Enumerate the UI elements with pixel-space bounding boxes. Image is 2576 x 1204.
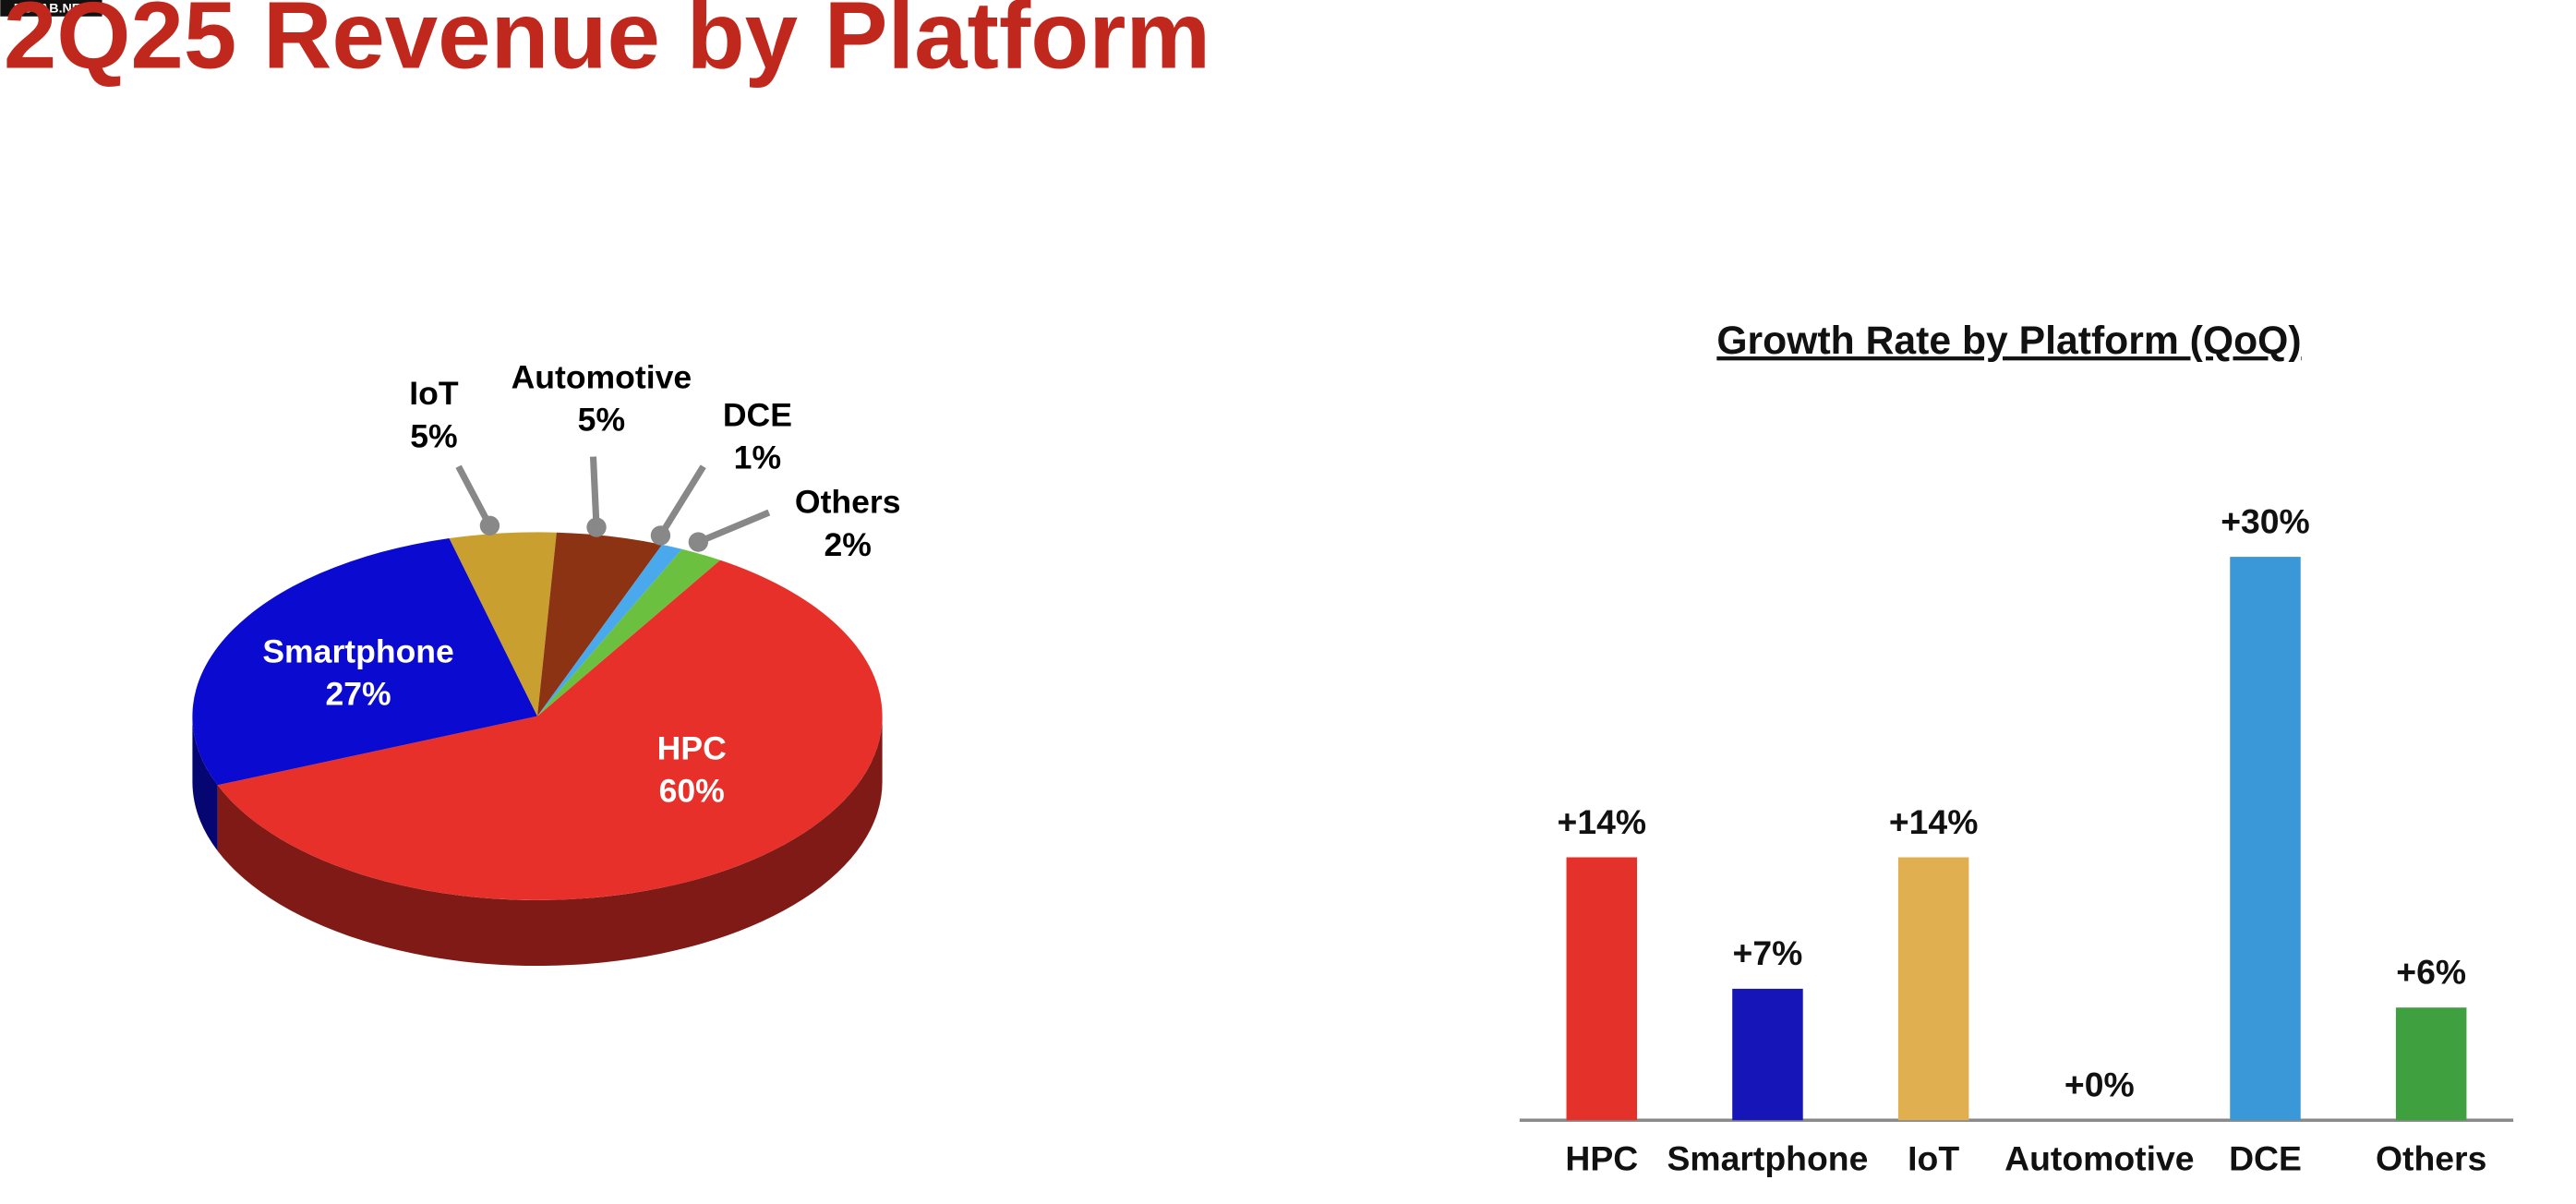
bar-chart: Growth Rate by Platform (QoQ) +14% HPC +7% S… xyxy=(1519,319,2514,1178)
value-label: +6% xyxy=(2396,953,2466,992)
leader-dot xyxy=(479,515,500,536)
value-label: +0% xyxy=(2064,1066,2135,1104)
bar xyxy=(2395,1007,2467,1121)
slice-value: 60% xyxy=(659,773,725,810)
bar xyxy=(1732,988,1803,1121)
slice-name: Others xyxy=(795,484,901,521)
slice-value: 5% xyxy=(578,402,625,439)
slice xyxy=(537,532,663,716)
chart-title: Growth Rate by Platform (QoQ) xyxy=(1716,319,2301,363)
bar xyxy=(1897,857,1969,1121)
slice xyxy=(192,538,538,786)
x-tick-label: HPC xyxy=(1565,1139,1638,1178)
slice-value: 1% xyxy=(734,439,781,476)
page-title: 2Q25 Revenue by Platform xyxy=(4,0,1210,89)
leader-line xyxy=(589,456,600,528)
leader-dot xyxy=(688,532,709,552)
leader-line xyxy=(696,509,771,546)
slice xyxy=(217,560,883,900)
leader-dot xyxy=(650,525,671,546)
bar xyxy=(1566,857,1638,1121)
value-label: +14% xyxy=(1558,802,1647,841)
x-tick-label: DCE xyxy=(2229,1139,2302,1178)
watermark-box xyxy=(0,0,102,17)
leader-line xyxy=(657,464,706,537)
value-label: +7% xyxy=(1733,933,1803,972)
slice-name: IoT xyxy=(409,375,459,412)
watermark: RUTAB.NET xyxy=(14,2,89,17)
slice xyxy=(449,532,557,716)
slice-name: Smartphone xyxy=(262,632,453,669)
leader-line xyxy=(455,464,493,527)
slice xyxy=(537,544,682,716)
slice-name: Automotive xyxy=(512,358,692,395)
leader-dot xyxy=(586,517,607,537)
slice xyxy=(537,548,720,716)
slice-side xyxy=(217,716,883,967)
bar xyxy=(2230,557,2301,1121)
slice-name: DCE xyxy=(723,396,792,433)
slice-value: 2% xyxy=(825,526,872,563)
x-tick-label: IoT xyxy=(1908,1139,1959,1178)
value-label: +30% xyxy=(2221,501,2310,540)
slice-value: 27% xyxy=(325,676,391,713)
slice-side xyxy=(192,716,218,851)
slice-value: 5% xyxy=(410,417,457,454)
pie-chart: HPC 60% Smartphone 27% IoT 5% Automotive 5% DCE 1… xyxy=(192,358,901,967)
value-label: +14% xyxy=(1889,802,1979,841)
slice-name: HPC xyxy=(657,729,727,766)
x-tick-label: Others xyxy=(2376,1139,2486,1178)
x-tick-label: Smartphone xyxy=(1667,1139,1869,1178)
x-tick-label: Automotive xyxy=(2004,1139,2194,1178)
